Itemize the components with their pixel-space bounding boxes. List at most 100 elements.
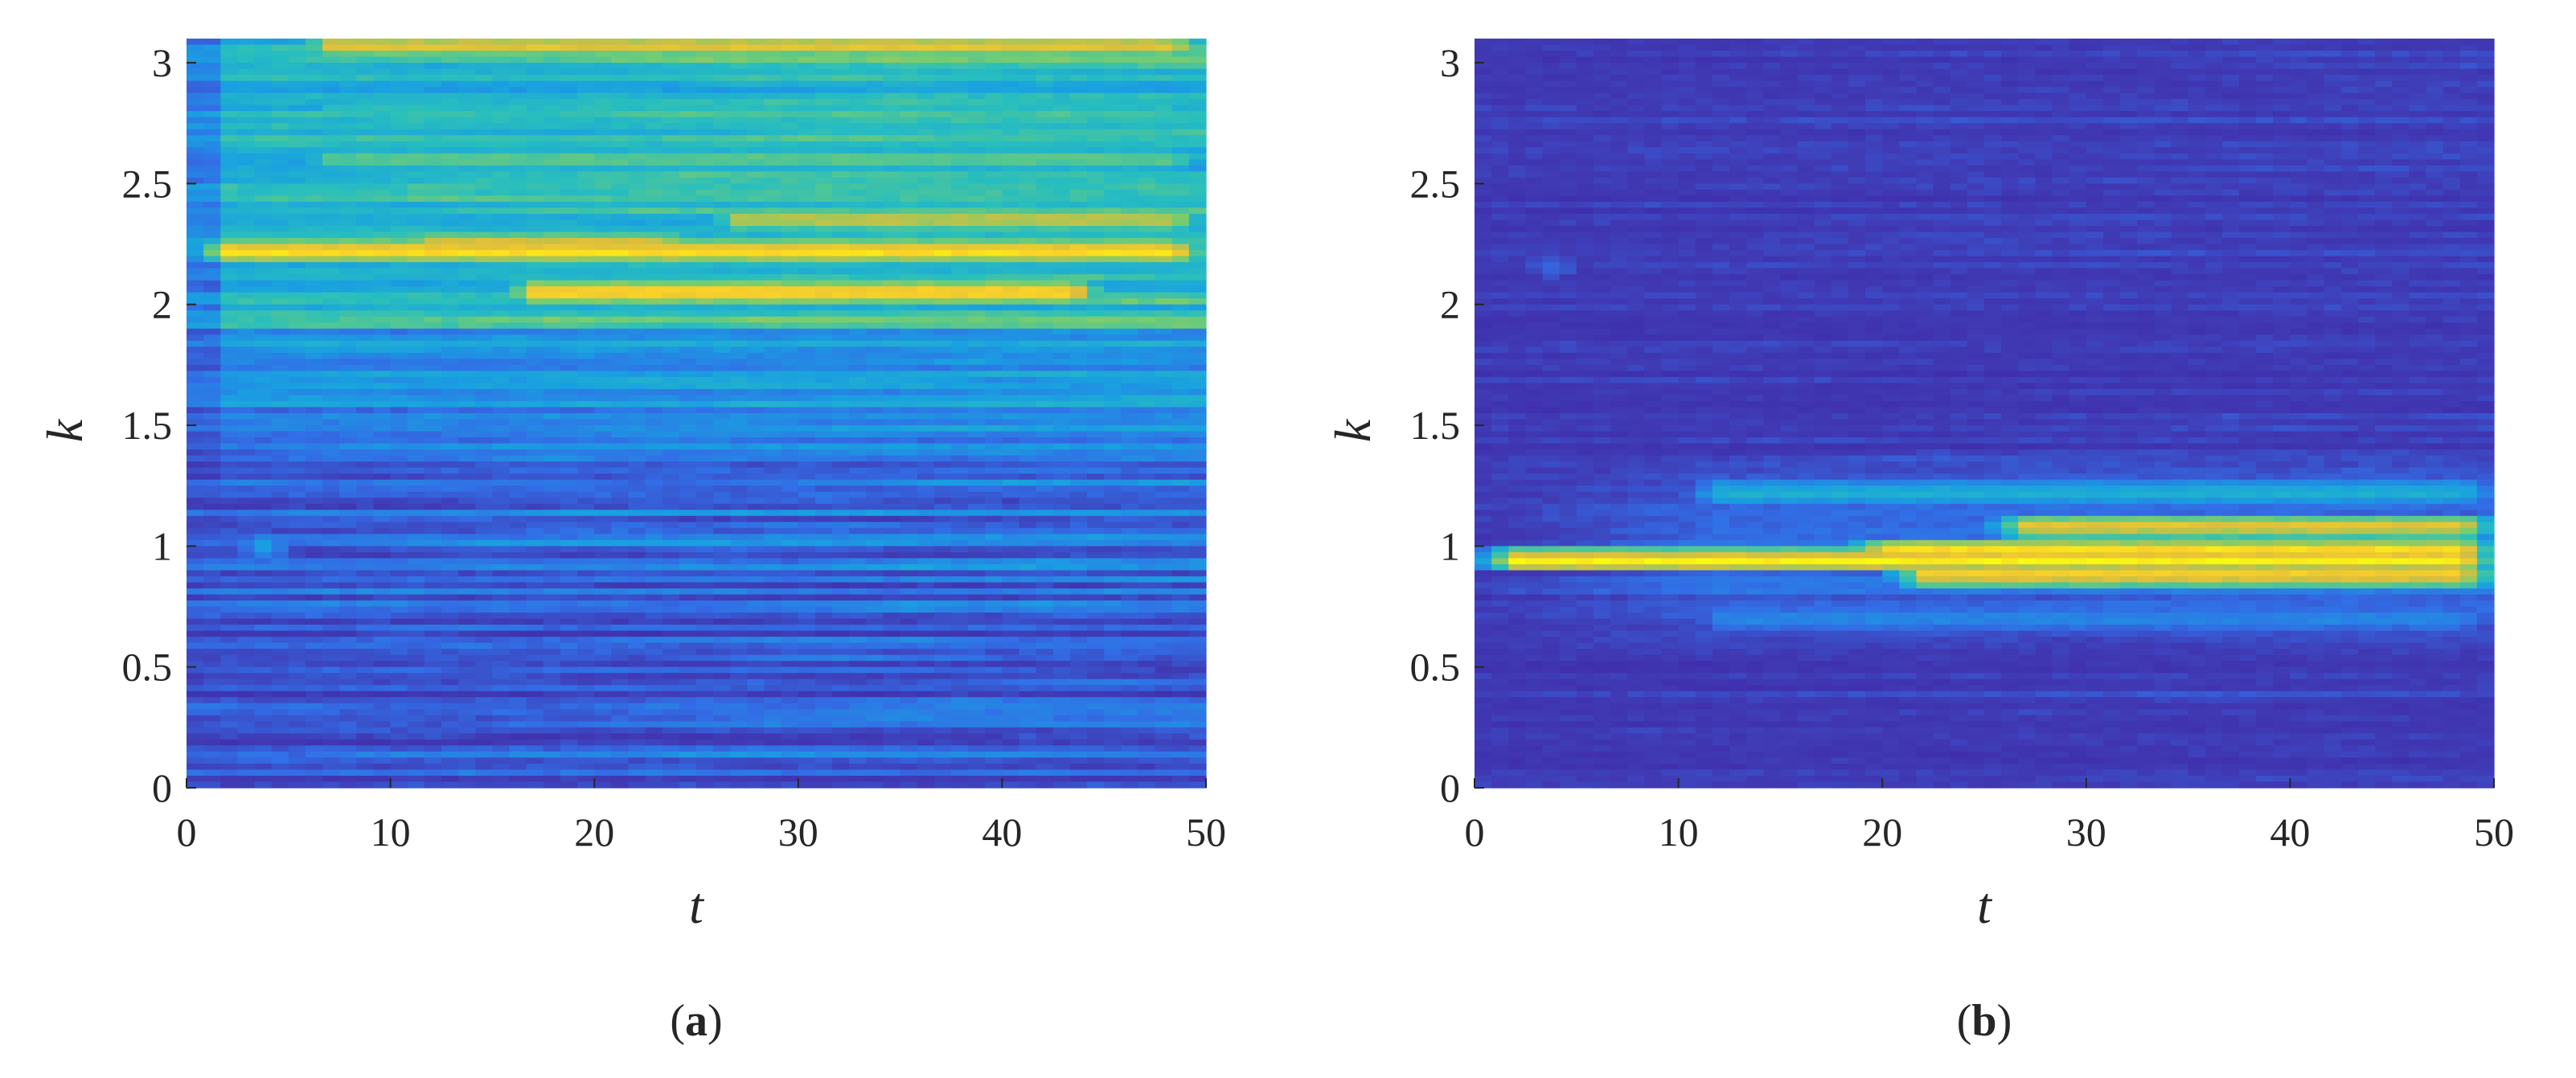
heatmap-cell [1019,262,1037,269]
heatmap-cell [220,443,238,450]
heatmap-cell [356,443,375,450]
heatmap-cell [441,491,459,498]
heatmap-cell [933,425,952,432]
heatmap-cell [305,328,323,335]
heatmap-cell [458,123,476,130]
heatmap-cell [594,515,612,523]
heatmap-cell [747,274,765,281]
heatmap-cell [814,51,833,58]
heatmap-cell [781,195,799,203]
heatmap-cell [849,455,867,462]
heatmap-cell [1069,207,1088,215]
heatmap-cell [628,359,646,366]
heatmap-cell [373,322,392,330]
heatmap-cell [628,135,646,142]
heatmap-cell [985,51,1003,58]
heatmap-cell [1104,129,1122,136]
heatmap-cell [764,56,782,64]
heatmap-cell [798,359,816,366]
heatmap-cell [220,177,238,184]
heatmap-cell [475,51,493,58]
heatmap-cell [713,473,731,481]
heatmap-cell [645,238,663,245]
heatmap-cell [390,56,408,64]
heatmap-cell [203,322,221,330]
heatmap-cell [475,364,493,371]
heatmap-cell [594,207,612,215]
heatmap-cell [356,159,375,166]
heatmap-cell [814,165,833,172]
heatmap-cell [577,80,595,88]
heatmap-cell [424,92,442,100]
heatmap-cell [1087,407,1105,414]
heatmap-cell [543,503,561,510]
heatmap-cell [645,129,663,136]
heatmap-cell [373,280,392,287]
heatmap-cell [611,189,630,197]
heatmap-cell [254,352,273,359]
heatmap-cell [594,268,612,275]
heatmap-cell [1087,346,1105,354]
heatmap-cell [560,510,578,517]
heatmap-cell [254,171,273,178]
heatmap-cell [781,376,799,384]
heatmap-cell [713,340,731,347]
heatmap-cell [747,219,765,227]
heatmap-cell [187,226,204,233]
heatmap-cell [747,388,765,396]
heatmap-cell [441,44,459,51]
heatmap-cell [1138,141,1156,148]
heatmap-cell [933,141,952,148]
heatmap-cell [849,491,867,498]
heatmap-cell [951,129,969,136]
heatmap-cell [509,232,527,239]
heatmap-cell [933,75,952,82]
heatmap-cell [730,400,748,408]
heatmap-cell [985,534,1003,541]
heatmap-cell [781,371,799,378]
heatmap-cell [407,123,425,130]
heatmap-cell [1121,467,1139,474]
heatmap-cell [713,99,731,106]
heatmap-cell [866,274,884,281]
heatmap-cell [900,292,918,299]
heatmap-cell [933,219,952,227]
heatmap-cell [747,503,765,510]
heatmap-cell [288,310,306,318]
heatmap-cell [1171,515,1190,523]
heatmap-cell [322,407,340,414]
heatmap-cell [832,467,850,474]
heatmap-cell [866,80,884,88]
heatmap-cell [645,310,663,318]
heatmap-cell [441,75,459,82]
heatmap-cell [543,123,561,130]
heatmap-cell [1087,340,1105,347]
heatmap-cell [220,534,238,541]
heatmap-cell [900,105,918,112]
heatmap-cell [866,147,884,154]
heatmap-cell [611,219,630,227]
heatmap-cell [237,39,256,46]
heatmap-cell [764,51,782,58]
heatmap-cell [526,292,544,299]
heatmap-cell [339,268,357,275]
heatmap-cell [1052,503,1071,510]
heatmap-cell [764,195,782,203]
heatmap-cell [1019,527,1037,535]
heatmap-cell [747,413,765,420]
heatmap-cell [441,250,459,257]
heatmap-cell [475,431,493,438]
heatmap-cell [203,515,221,523]
heatmap-cell [764,304,782,311]
heatmap-cell [424,105,442,112]
heatmap-cell [611,238,630,245]
heatmap-cell [1069,129,1088,136]
heatmap-cell [594,486,612,493]
heatmap-cell [441,280,459,287]
heatmap-cell [271,503,289,510]
heatmap-cell [560,455,578,462]
heatmap-cell [917,135,935,142]
heatmap-cell [933,461,952,469]
heatmap-cell [1036,232,1054,239]
heatmap-cell [1069,461,1088,469]
